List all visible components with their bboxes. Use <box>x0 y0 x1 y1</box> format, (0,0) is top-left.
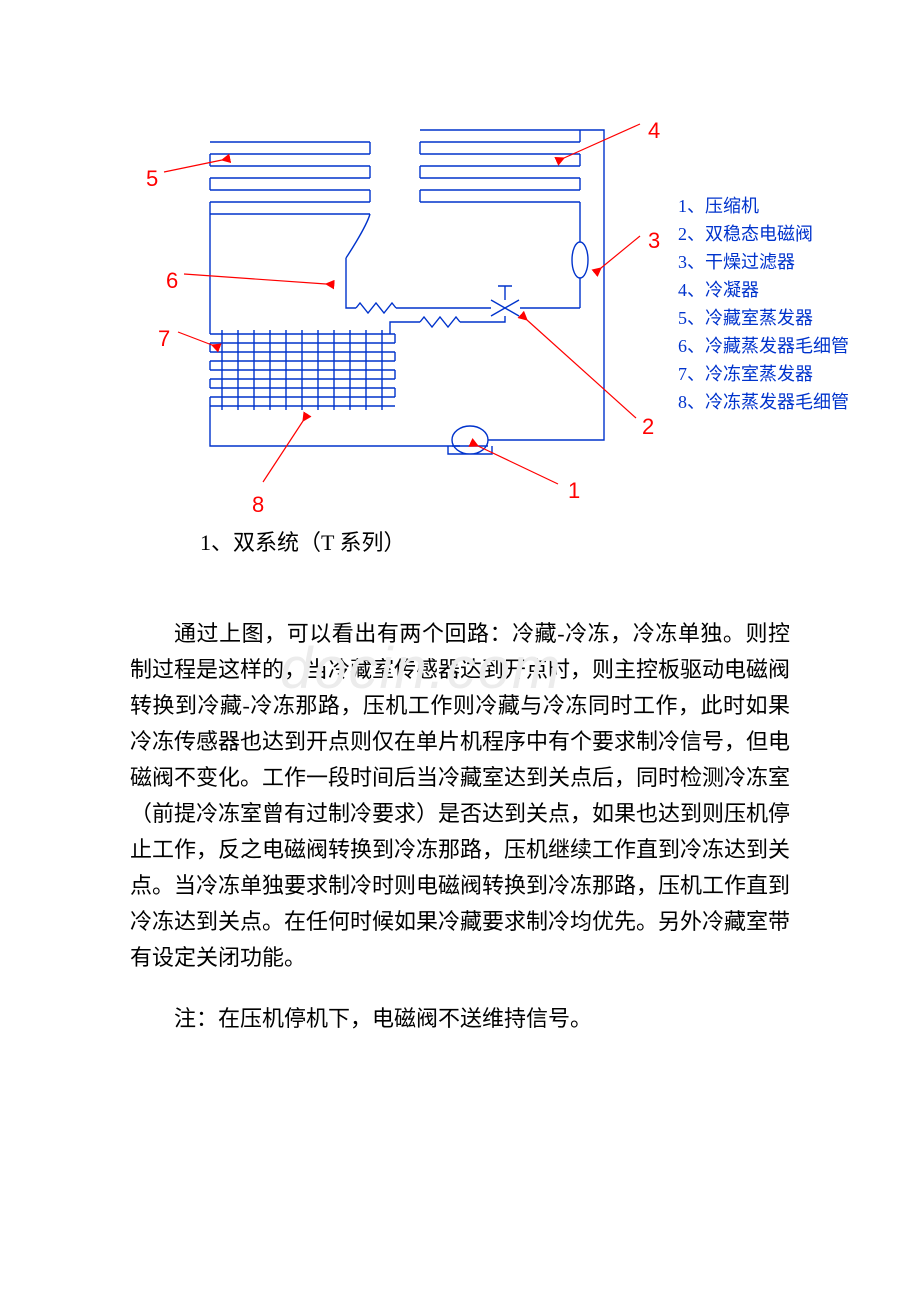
callout-number: 3 <box>648 228 660 254</box>
note-paragraph: 注：在压机停机下，电磁阀不送维持信号。 <box>130 1001 790 1037</box>
callout-number: 1 <box>568 478 580 504</box>
legend: 1、压缩机2、双稳态电磁阀3、干燥过滤器4、冷凝器5、冷藏室蒸发器6、冷藏蒸发器… <box>678 192 849 416</box>
heading: 1、双系统（T 系列） <box>130 525 790 561</box>
callout-number: 4 <box>648 118 660 144</box>
main-paragraph: 通过上图，可以看出有两个回路：冷藏-冷冻，冷冻单独。则控制过程是这样的，当冷藏室… <box>130 616 790 976</box>
legend-item: 1、压缩机 <box>678 192 849 220</box>
legend-item: 6、冷藏蒸发器毛细管 <box>678 332 849 360</box>
legend-item: 8、冷冻蒸发器毛细管 <box>678 388 849 416</box>
legend-item: 7、冷冻室蒸发器 <box>678 360 849 388</box>
callout-number: 6 <box>166 268 178 294</box>
legend-item: 4、冷凝器 <box>678 276 849 304</box>
legend-item: 2、双稳态电磁阀 <box>678 220 849 248</box>
diagram-area: 12345678 1、压缩机2、双稳态电磁阀3、干燥过滤器4、冷凝器5、冷藏室蒸… <box>0 0 920 410</box>
callout-number: 8 <box>252 492 264 518</box>
callout-number: 7 <box>158 326 170 352</box>
callout-number: 5 <box>146 166 158 192</box>
callout-number: 2 <box>642 414 654 440</box>
legend-item: 5、冷藏室蒸发器 <box>678 304 849 332</box>
legend-item: 3、干燥过滤器 <box>678 248 849 276</box>
text-body: 1、双系统（T 系列） 通过上图，可以看出有两个回路：冷藏-冷冻，冷冻单独。则控… <box>0 410 920 1097</box>
